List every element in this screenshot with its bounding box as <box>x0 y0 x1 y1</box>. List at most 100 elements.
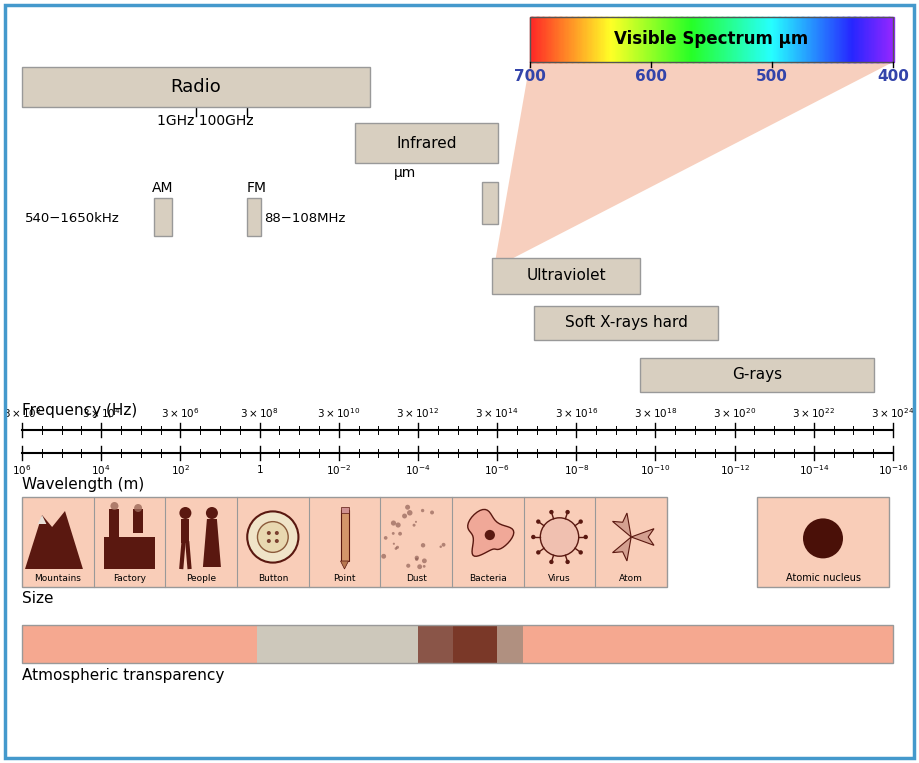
Bar <box>665 17 667 62</box>
Bar <box>750 17 752 62</box>
Bar <box>867 17 868 62</box>
Bar <box>776 17 777 62</box>
Bar <box>769 17 771 62</box>
Bar <box>596 17 598 62</box>
Circle shape <box>417 565 422 569</box>
Bar <box>639 17 641 62</box>
Bar <box>530 17 532 62</box>
Bar <box>541 17 542 62</box>
Bar <box>154 198 172 236</box>
Bar <box>551 17 553 62</box>
Text: $3\times10^{20}$: $3\times10^{20}$ <box>713 406 756 420</box>
Bar <box>684 17 686 62</box>
Text: $3\times10^{14}$: $3\times10^{14}$ <box>475 406 519 420</box>
Circle shape <box>565 560 570 564</box>
Bar <box>543 17 545 62</box>
Bar <box>841 17 843 62</box>
Bar <box>597 17 599 62</box>
Text: FM: FM <box>247 181 267 195</box>
Bar <box>853 17 855 62</box>
Bar <box>607 17 609 62</box>
Bar <box>811 17 813 62</box>
Bar <box>891 17 892 62</box>
Circle shape <box>484 530 495 540</box>
Bar <box>573 17 575 62</box>
Bar <box>633 17 634 62</box>
Polygon shape <box>25 511 83 569</box>
Bar <box>838 17 840 62</box>
Circle shape <box>578 550 583 555</box>
Text: Point: Point <box>334 574 356 583</box>
Bar <box>568 17 569 62</box>
Bar <box>875 17 877 62</box>
Bar <box>710 17 712 62</box>
Bar <box>624 17 626 62</box>
Bar <box>737 17 739 62</box>
Bar <box>792 17 794 62</box>
Bar <box>492 258 640 294</box>
Bar <box>738 17 740 62</box>
Bar <box>764 17 766 62</box>
Bar <box>582 17 584 62</box>
Polygon shape <box>468 510 514 556</box>
Bar <box>534 17 536 62</box>
Bar <box>622 17 624 62</box>
Text: Atomic nucleus: Atomic nucleus <box>786 573 860 583</box>
Bar <box>706 17 707 62</box>
Bar <box>815 17 817 62</box>
Text: Bacteria: Bacteria <box>469 574 506 583</box>
Bar <box>821 17 823 62</box>
Text: Atom: Atom <box>619 574 643 583</box>
Bar <box>693 17 695 62</box>
Bar <box>848 17 850 62</box>
Bar <box>546 17 548 62</box>
Bar <box>814 17 816 62</box>
Bar <box>756 17 758 62</box>
Bar <box>679 17 681 62</box>
Bar <box>22 67 370 107</box>
Bar <box>656 17 658 62</box>
Circle shape <box>414 555 419 560</box>
Bar <box>834 17 835 62</box>
Bar <box>594 17 596 62</box>
Text: μm: μm <box>394 166 416 180</box>
Bar <box>822 17 823 62</box>
Bar <box>637 17 638 62</box>
Text: $10^{6}$: $10^{6}$ <box>12 463 32 477</box>
Bar <box>341 510 348 561</box>
Bar <box>539 17 541 62</box>
Polygon shape <box>613 513 631 537</box>
Bar <box>719 17 720 62</box>
Bar <box>721 17 723 62</box>
Bar <box>612 17 614 62</box>
Bar <box>744 17 746 62</box>
Bar <box>799 17 800 62</box>
Bar <box>739 17 741 62</box>
Bar <box>801 17 803 62</box>
Bar <box>794 17 796 62</box>
Bar <box>658 17 660 62</box>
Circle shape <box>403 513 407 519</box>
Circle shape <box>275 531 278 535</box>
Circle shape <box>531 535 536 539</box>
Bar <box>835 17 836 62</box>
Circle shape <box>415 521 417 523</box>
Bar <box>824 17 826 62</box>
Bar <box>726 17 728 62</box>
Bar <box>257 625 418 663</box>
Bar <box>605 17 607 62</box>
Bar <box>789 17 790 62</box>
Bar <box>826 17 828 62</box>
Bar <box>496 625 523 663</box>
Circle shape <box>381 554 386 559</box>
Bar <box>631 17 633 62</box>
Bar <box>664 17 666 62</box>
Bar <box>828 17 829 62</box>
Bar <box>782 17 783 62</box>
Bar <box>807 17 809 62</box>
Polygon shape <box>203 519 221 567</box>
Bar <box>584 17 586 62</box>
Text: Button: Button <box>257 574 288 583</box>
Bar <box>766 17 767 62</box>
Bar <box>836 17 838 62</box>
